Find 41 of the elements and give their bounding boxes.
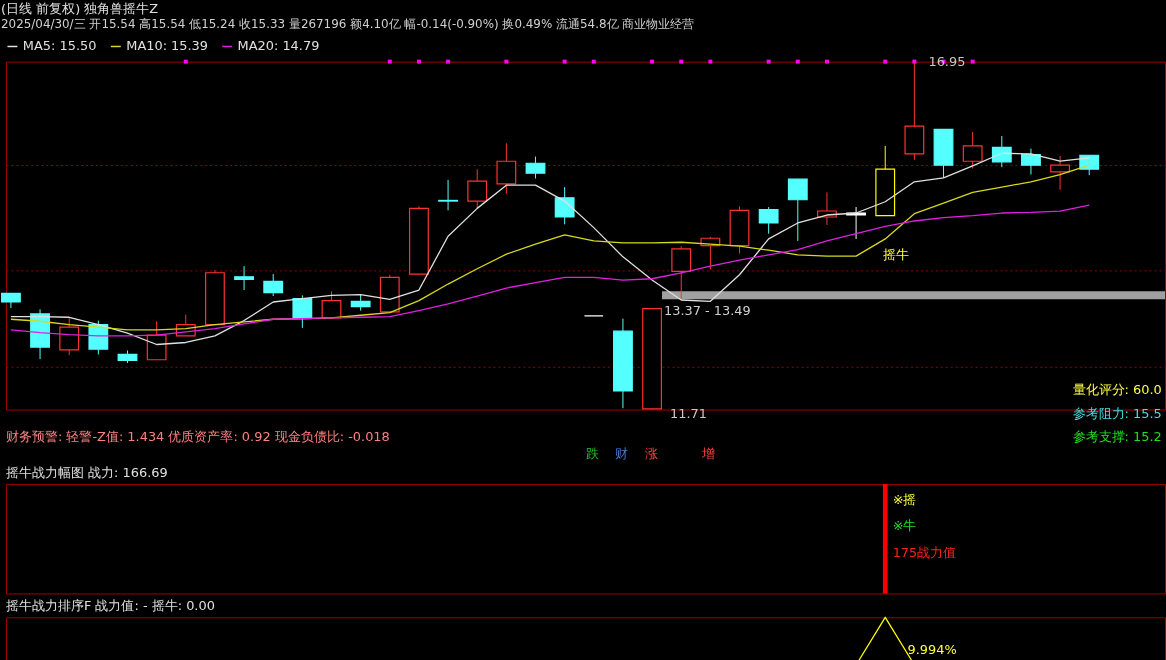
annotation: 11.71 bbox=[669, 406, 707, 422]
chart-subtitle: 2025/04/30/三 开15.54 高15.54 低15.24 收15.33 量267196 额4.10亿 幅-0.14(-0.90%) 换0.49% 流通54.8亿 商业物业经营 bbox=[1, 16, 695, 31]
candlestick bbox=[438, 179, 458, 211]
candlestick bbox=[1079, 154, 1100, 176]
annotation: 9.994% bbox=[907, 642, 957, 658]
annotation: 参考阻力: 15.5 bbox=[1072, 405, 1162, 421]
text: 增 bbox=[701, 446, 716, 462]
annotation: 16.95 bbox=[928, 53, 966, 69]
annotation: ※摇 bbox=[892, 491, 917, 507]
candlestick bbox=[787, 178, 808, 242]
candlestick bbox=[1021, 148, 1041, 176]
chart-title: (日线 前复权) 独角兽摇牛Z bbox=[1, 0, 159, 16]
candlestick bbox=[554, 186, 575, 225]
candlestick bbox=[496, 142, 517, 195]
annotation: 摇牛 bbox=[882, 247, 909, 263]
candlestick bbox=[234, 265, 254, 291]
legend-label: MA20: 14.79 bbox=[237, 38, 320, 54]
chart-title: 摇牛战力排序F 战力值: - 摇牛: 0.00 bbox=[5, 597, 215, 613]
candlestick bbox=[758, 206, 779, 235]
candlestick bbox=[292, 294, 313, 329]
text: 财 bbox=[614, 446, 628, 462]
candlestick bbox=[525, 156, 546, 179]
candlestick bbox=[671, 245, 692, 301]
annotation: 量化评分: 60.0 bbox=[1072, 381, 1162, 397]
candlestick bbox=[467, 168, 488, 209]
candlestick bbox=[1050, 155, 1071, 191]
annotation: ※牛 bbox=[892, 517, 917, 533]
text: 涨 bbox=[644, 446, 658, 462]
chart-title: 摇牛战力幅图 战力: 166.69 bbox=[5, 465, 168, 481]
candlestick bbox=[59, 316, 80, 356]
text: 参考支撑: 15.2 bbox=[1072, 429, 1162, 445]
text: 财务预警: 轻警-Z值: 1.434 优质资产率: 0.92 现金负债比: -0.018 bbox=[5, 429, 390, 445]
candlestick bbox=[263, 273, 284, 297]
text: 跌 bbox=[585, 446, 599, 462]
candlestick bbox=[321, 290, 342, 319]
annotation: 175战力值 bbox=[892, 544, 957, 560]
candlestick bbox=[991, 135, 1012, 168]
candlestick bbox=[962, 131, 983, 170]
legend-label: MA10: 15.39 bbox=[126, 38, 209, 54]
band-label: 13.37 - 13.49 bbox=[664, 303, 751, 319]
legend-label: MA5: 15.50 bbox=[22, 38, 97, 54]
